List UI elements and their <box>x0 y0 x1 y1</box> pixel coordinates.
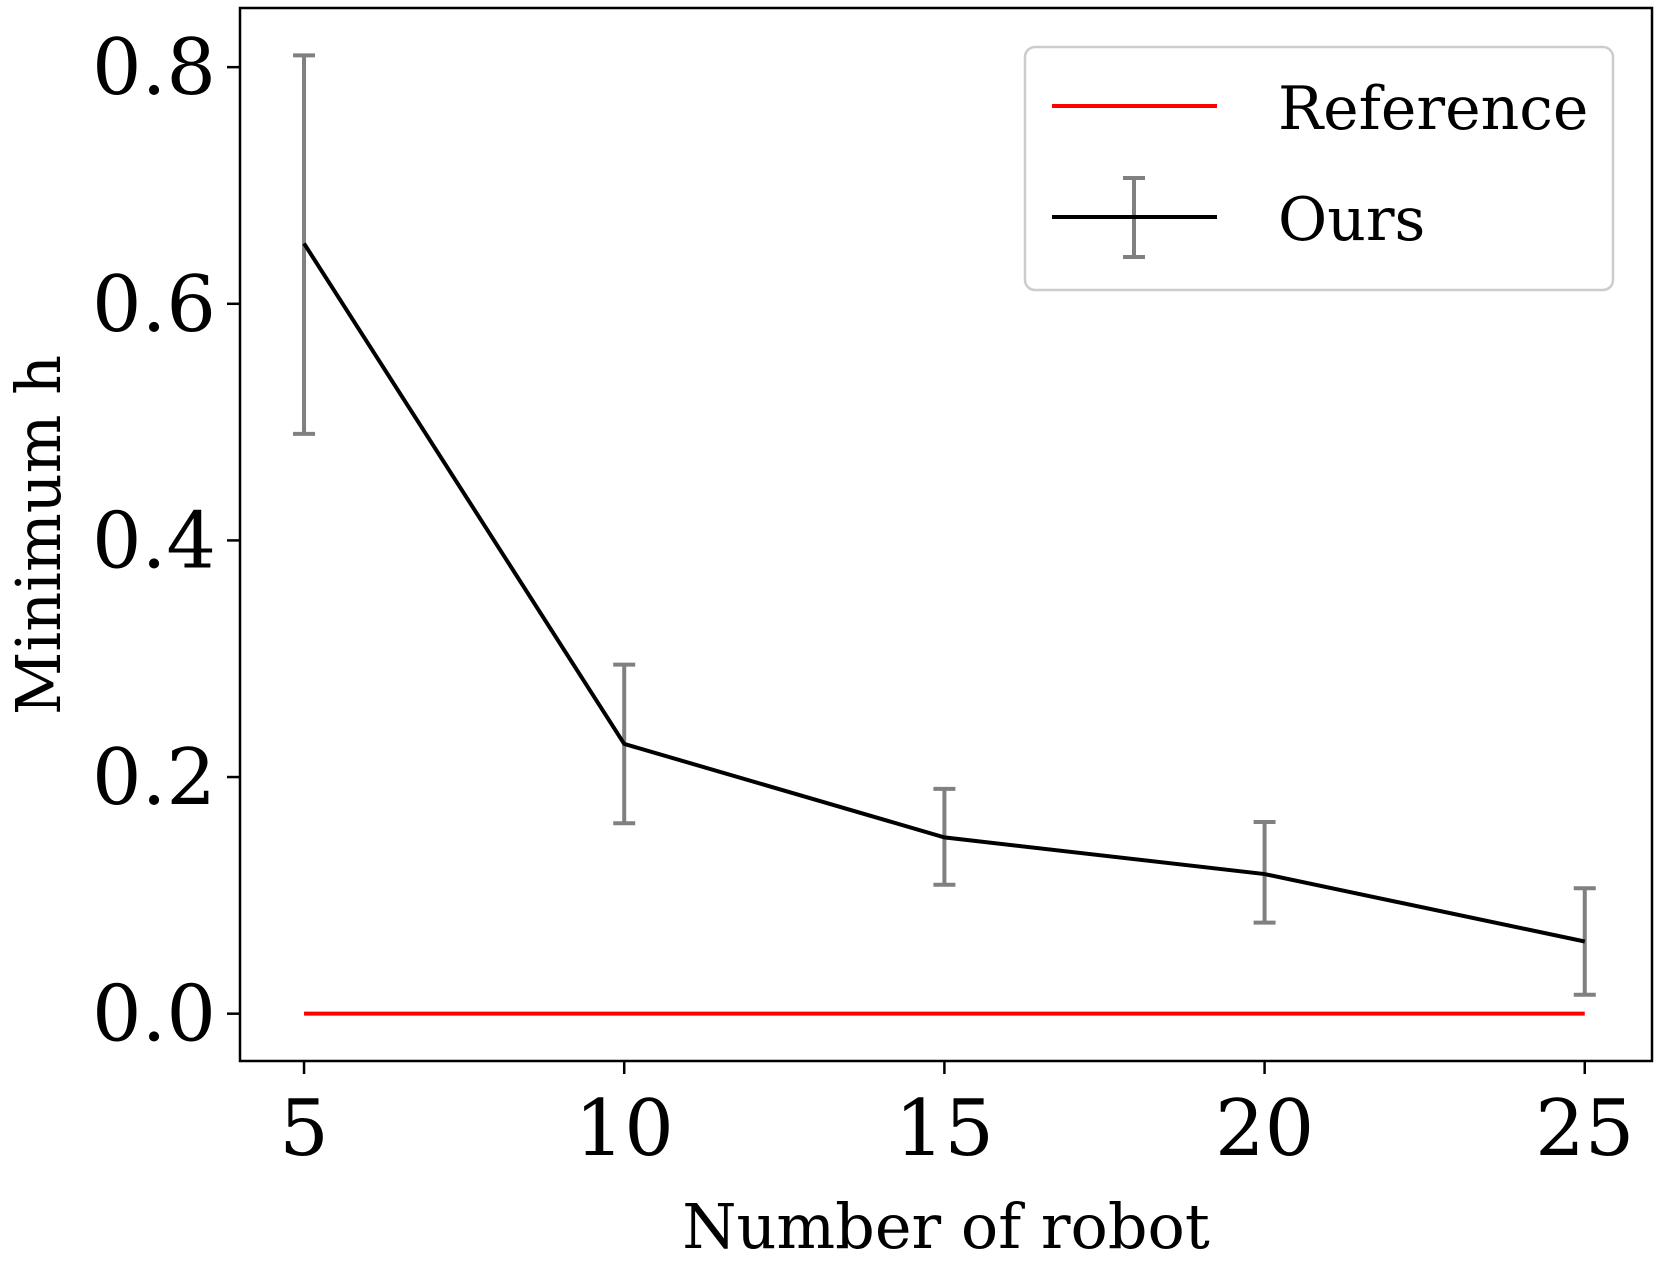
x-tick-label-5: 5 <box>279 1084 329 1174</box>
x-tick-label-15: 15 <box>895 1084 994 1174</box>
y-axis-label: Minimum h <box>2 355 75 715</box>
x-tick-label-10: 10 <box>575 1084 674 1174</box>
series-line-ours <box>302 242 1586 944</box>
y-tick-label-0.6: 0.6 <box>92 260 216 350</box>
y-tick-label-0.4: 0.4 <box>92 496 216 586</box>
y-tick-label-0.2: 0.2 <box>92 733 216 823</box>
axis-ticks: 5 10 15 20 25 0.0 0.2 0.4 0.6 0.8 <box>92 23 1634 1174</box>
x-tick-label-25: 25 <box>1535 1084 1634 1174</box>
y-tick-label-0.0: 0.0 <box>92 970 216 1060</box>
x-tick-label-20: 20 <box>1215 1084 1314 1174</box>
y-tick-label-0.8: 0.8 <box>92 23 216 113</box>
x-axis-label: Number of robot <box>682 1190 1210 1263</box>
legend-label-reference: Reference <box>1278 74 1588 144</box>
legend: Reference Ours <box>1023 45 1615 292</box>
legend-label-ours: Ours <box>1278 185 1425 255</box>
plot-area <box>293 53 1596 1016</box>
axes-frame <box>238 6 1654 1063</box>
